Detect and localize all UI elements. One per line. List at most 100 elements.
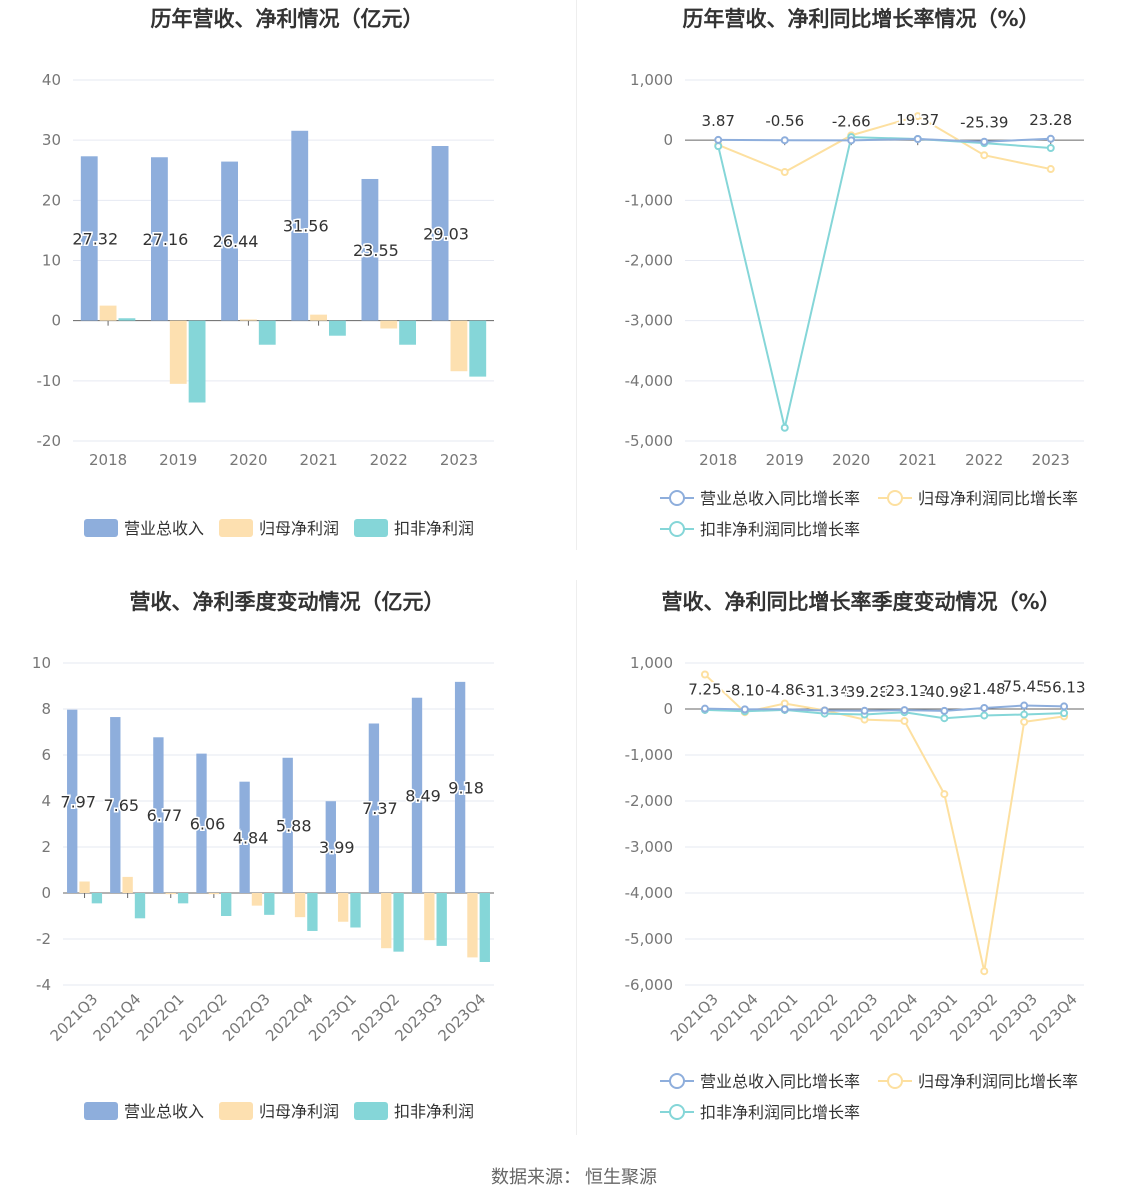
bar <box>134 893 146 919</box>
data-label: -23.12 <box>880 682 928 700</box>
series-line <box>704 708 1065 720</box>
series-point <box>900 716 909 725</box>
bar <box>99 305 117 321</box>
bar <box>329 320 346 336</box>
y-tick-label: -5,000 <box>625 930 673 948</box>
series-point <box>980 151 989 160</box>
data-label: 9.18 <box>448 778 484 797</box>
data-label: 3.87 <box>702 112 735 130</box>
legend-label: 营业总收入同比增长率 <box>700 489 860 508</box>
data-label: 21.48 <box>963 680 1006 698</box>
series-point <box>900 706 909 715</box>
y-tick-label: -2 <box>36 930 51 948</box>
quarterly-revenue-profit-svg: 营收、净利季度变动情况（亿元）1086420-2-42021Q32021Q420… <box>32 590 494 1121</box>
data-label: 4.84 <box>233 828 269 847</box>
bar <box>450 320 468 372</box>
data-label: 56.13 <box>1043 678 1086 696</box>
annual-growth-svg: 历年营收、净利同比增长率情况（%） 1,000 0 -1,000 -2,000 -3,00… <box>625 7 1084 539</box>
data-label: -25.39 <box>960 114 1008 132</box>
series-point <box>940 706 949 715</box>
bar <box>431 146 449 321</box>
bar <box>467 893 478 958</box>
y-tick-label: -4,000 <box>625 884 673 902</box>
series-point <box>913 112 922 121</box>
legend-label: 归母净利润 <box>259 1102 339 1121</box>
x-tick-label: 2018 <box>699 451 737 469</box>
bar <box>169 320 187 384</box>
bar <box>479 893 490 962</box>
bar <box>80 156 98 321</box>
bar <box>368 723 380 893</box>
bar <box>177 893 189 904</box>
y-tick-label: -3,000 <box>625 838 673 856</box>
x-tick-label: 2020 <box>229 451 267 469</box>
bar <box>454 681 466 893</box>
bar <box>258 320 276 345</box>
legend-swatch <box>354 1102 388 1120</box>
series-point <box>700 670 709 679</box>
bar <box>239 319 257 321</box>
series-point <box>1060 702 1069 711</box>
legend-label: 营业总收入 <box>124 1102 204 1121</box>
bar <box>165 893 176 895</box>
x-tick-label: 2019 <box>766 451 804 469</box>
data-label: -2.66 <box>832 112 871 130</box>
series-line <box>717 115 1051 174</box>
legend-marker <box>669 521 685 537</box>
chart-title: 历年营收、净利情况（亿元） <box>151 7 424 31</box>
legend-marker <box>669 490 685 506</box>
y-tick-label: -10 <box>37 372 62 390</box>
bar <box>196 753 207 893</box>
x-tick-label: 2023 <box>440 451 478 469</box>
y-tick-label: -2,000 <box>625 252 673 270</box>
divider-top <box>576 0 577 550</box>
x-tick-label: 2021 <box>899 451 937 469</box>
chart-title: 营收、净利季度变动情况（亿元） <box>130 590 445 614</box>
y-tick-label: -1,000 <box>625 191 673 209</box>
data-label: 3.99 <box>319 838 355 857</box>
bar <box>469 320 487 377</box>
chart-title: 历年营收、净利同比增长率情况（%） <box>682 7 1039 31</box>
legend-label: 扣非净利润同比增长率 <box>700 1103 860 1122</box>
series-line <box>704 673 1065 972</box>
chart-root: 历年营收、净利同比增长率情况（%） 1,000 0 -1,000 -2,000 -3,00… <box>625 7 1084 539</box>
legend-swatch <box>219 1102 253 1120</box>
series-point <box>714 135 723 144</box>
data-label: 8.49 <box>405 786 441 805</box>
bar <box>307 893 318 931</box>
series-point <box>847 136 856 145</box>
y-tick-label: 30 <box>42 131 61 149</box>
data-label: 75.45 <box>1003 678 1046 696</box>
y-tick-label: -20 <box>37 432 62 450</box>
legend-marker <box>887 490 903 506</box>
series-point <box>820 706 829 715</box>
legend-swatch <box>84 1102 118 1120</box>
legend-label: 营业总收入 <box>124 519 204 538</box>
legend-marker <box>887 1073 903 1089</box>
series-line <box>717 136 1051 428</box>
bar <box>411 697 423 893</box>
bar <box>337 893 349 922</box>
series-point <box>913 135 922 144</box>
data-label: 29.03 <box>423 224 469 243</box>
bar <box>118 318 136 321</box>
y-tick-label: 0 <box>663 131 673 149</box>
series-point <box>940 714 949 723</box>
data-label: 19.37 <box>896 111 939 129</box>
chart-root: 营收、净利季度变动情况（亿元）1086420-2-42021Q32021Q420… <box>32 590 494 1121</box>
data-label: 31.56 <box>283 217 329 236</box>
bar <box>221 161 238 321</box>
bar <box>67 709 78 893</box>
series-point <box>980 704 989 713</box>
series-point <box>1046 143 1055 152</box>
series-point <box>740 705 749 714</box>
quarterly-revenue-profit-chart: 营收、净利季度变动情况（亿元） 10 8 6 4 2 0 -2 -4 2021Q3 2021Q4 20… <box>0 585 574 1170</box>
series-point <box>1060 709 1069 718</box>
y-tick-label: -3,000 <box>625 312 673 330</box>
data-label: -4.86 <box>765 681 804 699</box>
chart-root: 历年营收、净利情况（亿元） 40 30 20 10 0 -10 -20 2018 2019 2020… <box>37 7 494 538</box>
quarterly-growth-chart: 营收、净利同比增长率季度变动情况（%） 1,000 0 -1,000 -2,000 -3,… <box>574 585 1148 1170</box>
legend-swatch <box>84 519 118 537</box>
bar <box>264 893 275 915</box>
bar <box>294 893 306 918</box>
